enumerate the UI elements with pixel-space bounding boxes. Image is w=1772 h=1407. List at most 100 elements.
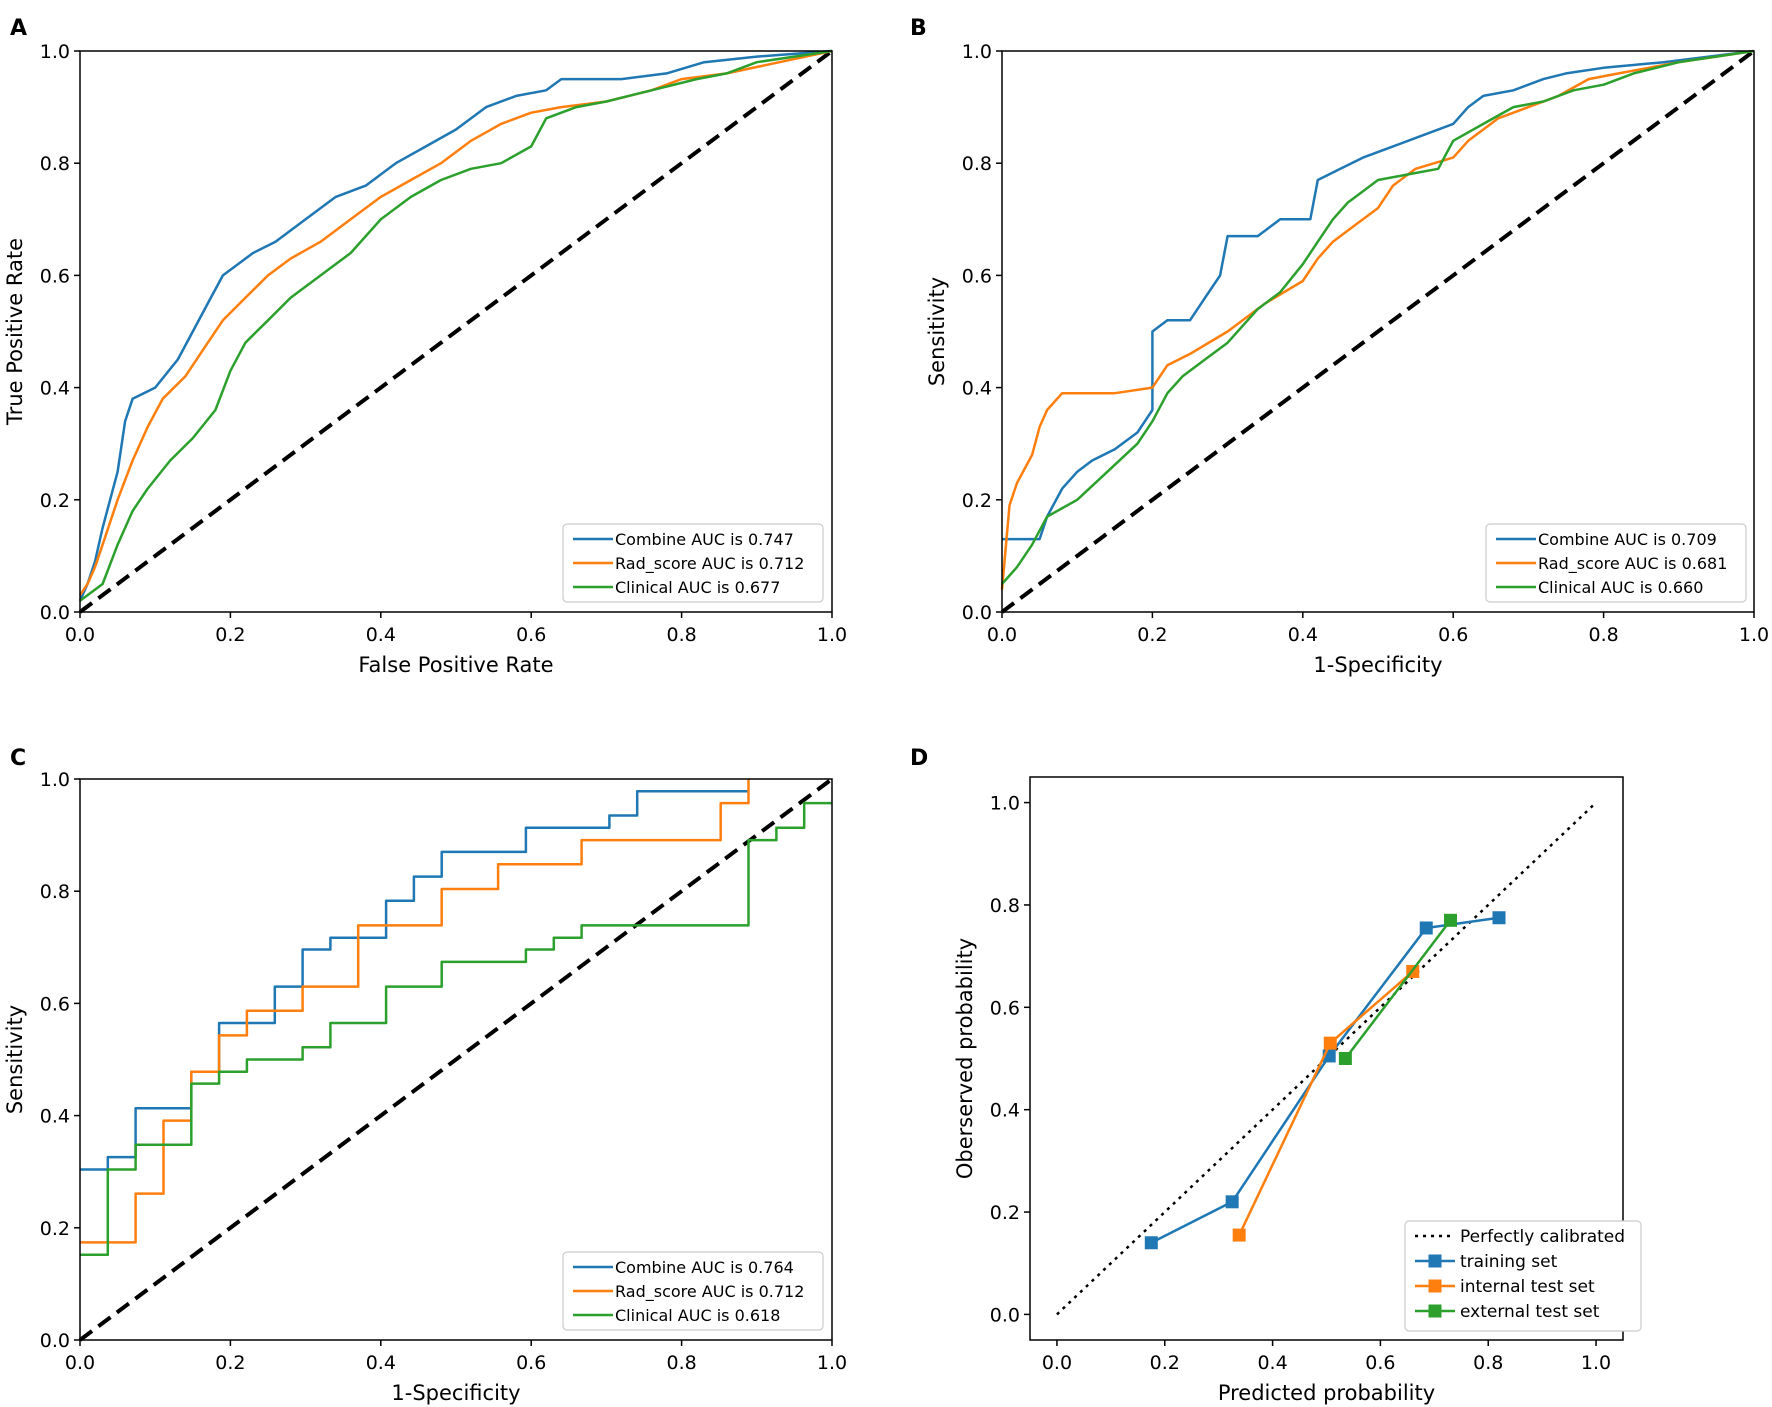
y-tick-label: 0.4 — [990, 1100, 1020, 1122]
y-tick-label: 0.6 — [990, 997, 1020, 1019]
series-line-1 — [78, 49, 833, 602]
y-axis-label: Oberserved probability — [953, 938, 977, 1179]
y-tick-label: 1.0 — [40, 769, 70, 791]
y-tick-label: 0.4 — [962, 378, 992, 400]
x-tick-label: 0.0 — [1042, 1352, 1072, 1374]
x-tick-label: 0.0 — [65, 624, 95, 646]
x-tick-label: 1.0 — [817, 624, 847, 646]
legend-marker — [1428, 1254, 1442, 1268]
y-tick-label: 0.0 — [40, 602, 70, 624]
panel-letter: C — [10, 746, 26, 771]
y-tick-label: 0.6 — [962, 265, 992, 287]
legend-box — [1485, 523, 1747, 603]
plot-frame — [79, 50, 833, 613]
x-tick-label: 0.2 — [1150, 1352, 1180, 1374]
legend-marker — [1428, 1279, 1442, 1293]
x-tick-label: 1.0 — [817, 1352, 847, 1374]
plot-frame — [1029, 776, 1624, 1341]
y-tick-label: 0.0 — [962, 602, 992, 624]
x-tick-label: 0.4 — [1257, 1352, 1287, 1374]
panel-letter: B — [910, 16, 927, 41]
series-line-3 — [80, 801, 832, 1256]
panel-letter: A — [10, 16, 27, 41]
x-tick-label: 1.0 — [1581, 1352, 1611, 1374]
y-tick-label: 0.0 — [990, 1304, 1020, 1326]
y-tick-label: 0.2 — [40, 1218, 70, 1240]
y-tick-label: 1.0 — [962, 41, 992, 63]
series-line-3 — [1344, 919, 1452, 1060]
data-point-marker — [1225, 1195, 1239, 1209]
y-axis-label: Sensitivity — [925, 277, 949, 386]
series-line-2 — [1000, 49, 1755, 590]
series-line-1 — [1150, 916, 1500, 1244]
x-tick-label: 0.8 — [666, 624, 696, 646]
legend-label: Perfectly calibrated — [1460, 1227, 1625, 1247]
reference-diagonal-line — [78, 777, 834, 1342]
x-axis-label: 1-Specificity — [1313, 653, 1442, 677]
legend-box — [562, 523, 824, 603]
legend-label: Combine AUC is 0.747 — [615, 530, 794, 549]
reference-diagonal-line — [1000, 49, 1756, 614]
series-line-2 — [80, 779, 750, 1244]
legend-label: Combine AUC is 0.709 — [1538, 530, 1717, 549]
series-line-1 — [1002, 49, 1755, 541]
y-tick-label: 0.8 — [990, 895, 1020, 917]
legend-label: internal test set — [1460, 1277, 1595, 1297]
legend-box — [562, 1251, 824, 1331]
plot-frame — [1001, 50, 1755, 613]
x-tick-label: 0.4 — [366, 1352, 396, 1374]
x-tick-label: 0.0 — [65, 1352, 95, 1374]
legend-label: Clinical AUC is 0.618 — [615, 1306, 780, 1325]
legend: Perfectly calibrated training set internal… — [1404, 1220, 1642, 1332]
x-tick-label: 0.8 — [1473, 1352, 1503, 1374]
data-point-marker — [1443, 913, 1457, 927]
panel-c: C 0.0 0.2 0.4 0.6 0.8 1.0 0.0 0.2 0.4 0.6 0.8 1.0 1-S… — [3, 746, 847, 1405]
series-line-2 — [78, 49, 833, 596]
y-tick-label: 0.8 — [962, 153, 992, 175]
y-tick-label: 0.6 — [40, 993, 70, 1015]
legend-label: external test set — [1460, 1302, 1600, 1322]
x-tick-label: 0.4 — [366, 624, 396, 646]
panel-a: A 0.0 0.2 0.4 0.6 0.8 1.0 0.0 0.2 0.4 0.6 0.8 1.0 Fal… — [3, 16, 847, 677]
x-tick-label: 0.6 — [1365, 1352, 1395, 1374]
series-line-1 — [80, 790, 749, 1171]
data-point-marker — [1144, 1236, 1158, 1250]
y-axis-label: Sensitivity — [3, 1005, 27, 1114]
x-tick-label: 0.4 — [1288, 624, 1318, 646]
x-axis-label: Predicted probability — [1218, 1381, 1435, 1405]
plot-frame — [79, 778, 833, 1341]
legend: Combine AUC is 0.747 Rad_score AUC is 0.7… — [562, 523, 824, 603]
legend-label: training set — [1460, 1252, 1558, 1272]
y-tick-label: 0.4 — [40, 1106, 70, 1128]
series-line-3 — [79, 49, 833, 602]
legend-marker — [1428, 1304, 1442, 1318]
x-tick-label: 0.8 — [666, 1352, 696, 1374]
legend-label: Clinical AUC is 0.677 — [615, 578, 780, 597]
x-tick-label: 0.0 — [987, 624, 1017, 646]
y-tick-label: 0.0 — [40, 1330, 70, 1352]
data-point-marker — [1492, 911, 1506, 925]
legend-label: Combine AUC is 0.764 — [615, 1258, 794, 1277]
x-tick-label: 0.2 — [215, 1352, 245, 1374]
x-tick-label: 0.2 — [215, 624, 245, 646]
y-tick-label: 1.0 — [40, 41, 70, 63]
legend-box — [1404, 1220, 1642, 1332]
y-axis-label: True Positive Rate — [3, 238, 27, 426]
x-tick-label: 1.0 — [1739, 624, 1769, 646]
y-tick-label: 1.0 — [990, 793, 1020, 815]
x-tick-label: 0.2 — [1137, 624, 1167, 646]
data-point-marker — [1323, 1036, 1337, 1050]
legend-label: Rad_score AUC is 0.712 — [615, 1282, 804, 1302]
reference-diagonal-line — [78, 49, 834, 614]
panel-d: D 0.0 0.2 0.4 0.6 0.8 1.0 0.0 0.2 0.4 0.6 0.8 1.0 Pre… — [910, 746, 1642, 1405]
data-point-marker — [1419, 921, 1433, 935]
y-tick-label: 0.8 — [40, 881, 70, 903]
legend-label: Clinical AUC is 0.660 — [1538, 578, 1703, 597]
y-tick-label: 0.8 — [40, 153, 70, 175]
x-tick-label: 0.8 — [1588, 624, 1618, 646]
y-tick-label: 0.2 — [962, 490, 992, 512]
x-tick-label: 0.6 — [1438, 624, 1468, 646]
panel-letter: D — [910, 746, 928, 771]
legend: Combine AUC is 0.764 Rad_score AUC is 0.7… — [562, 1251, 824, 1331]
